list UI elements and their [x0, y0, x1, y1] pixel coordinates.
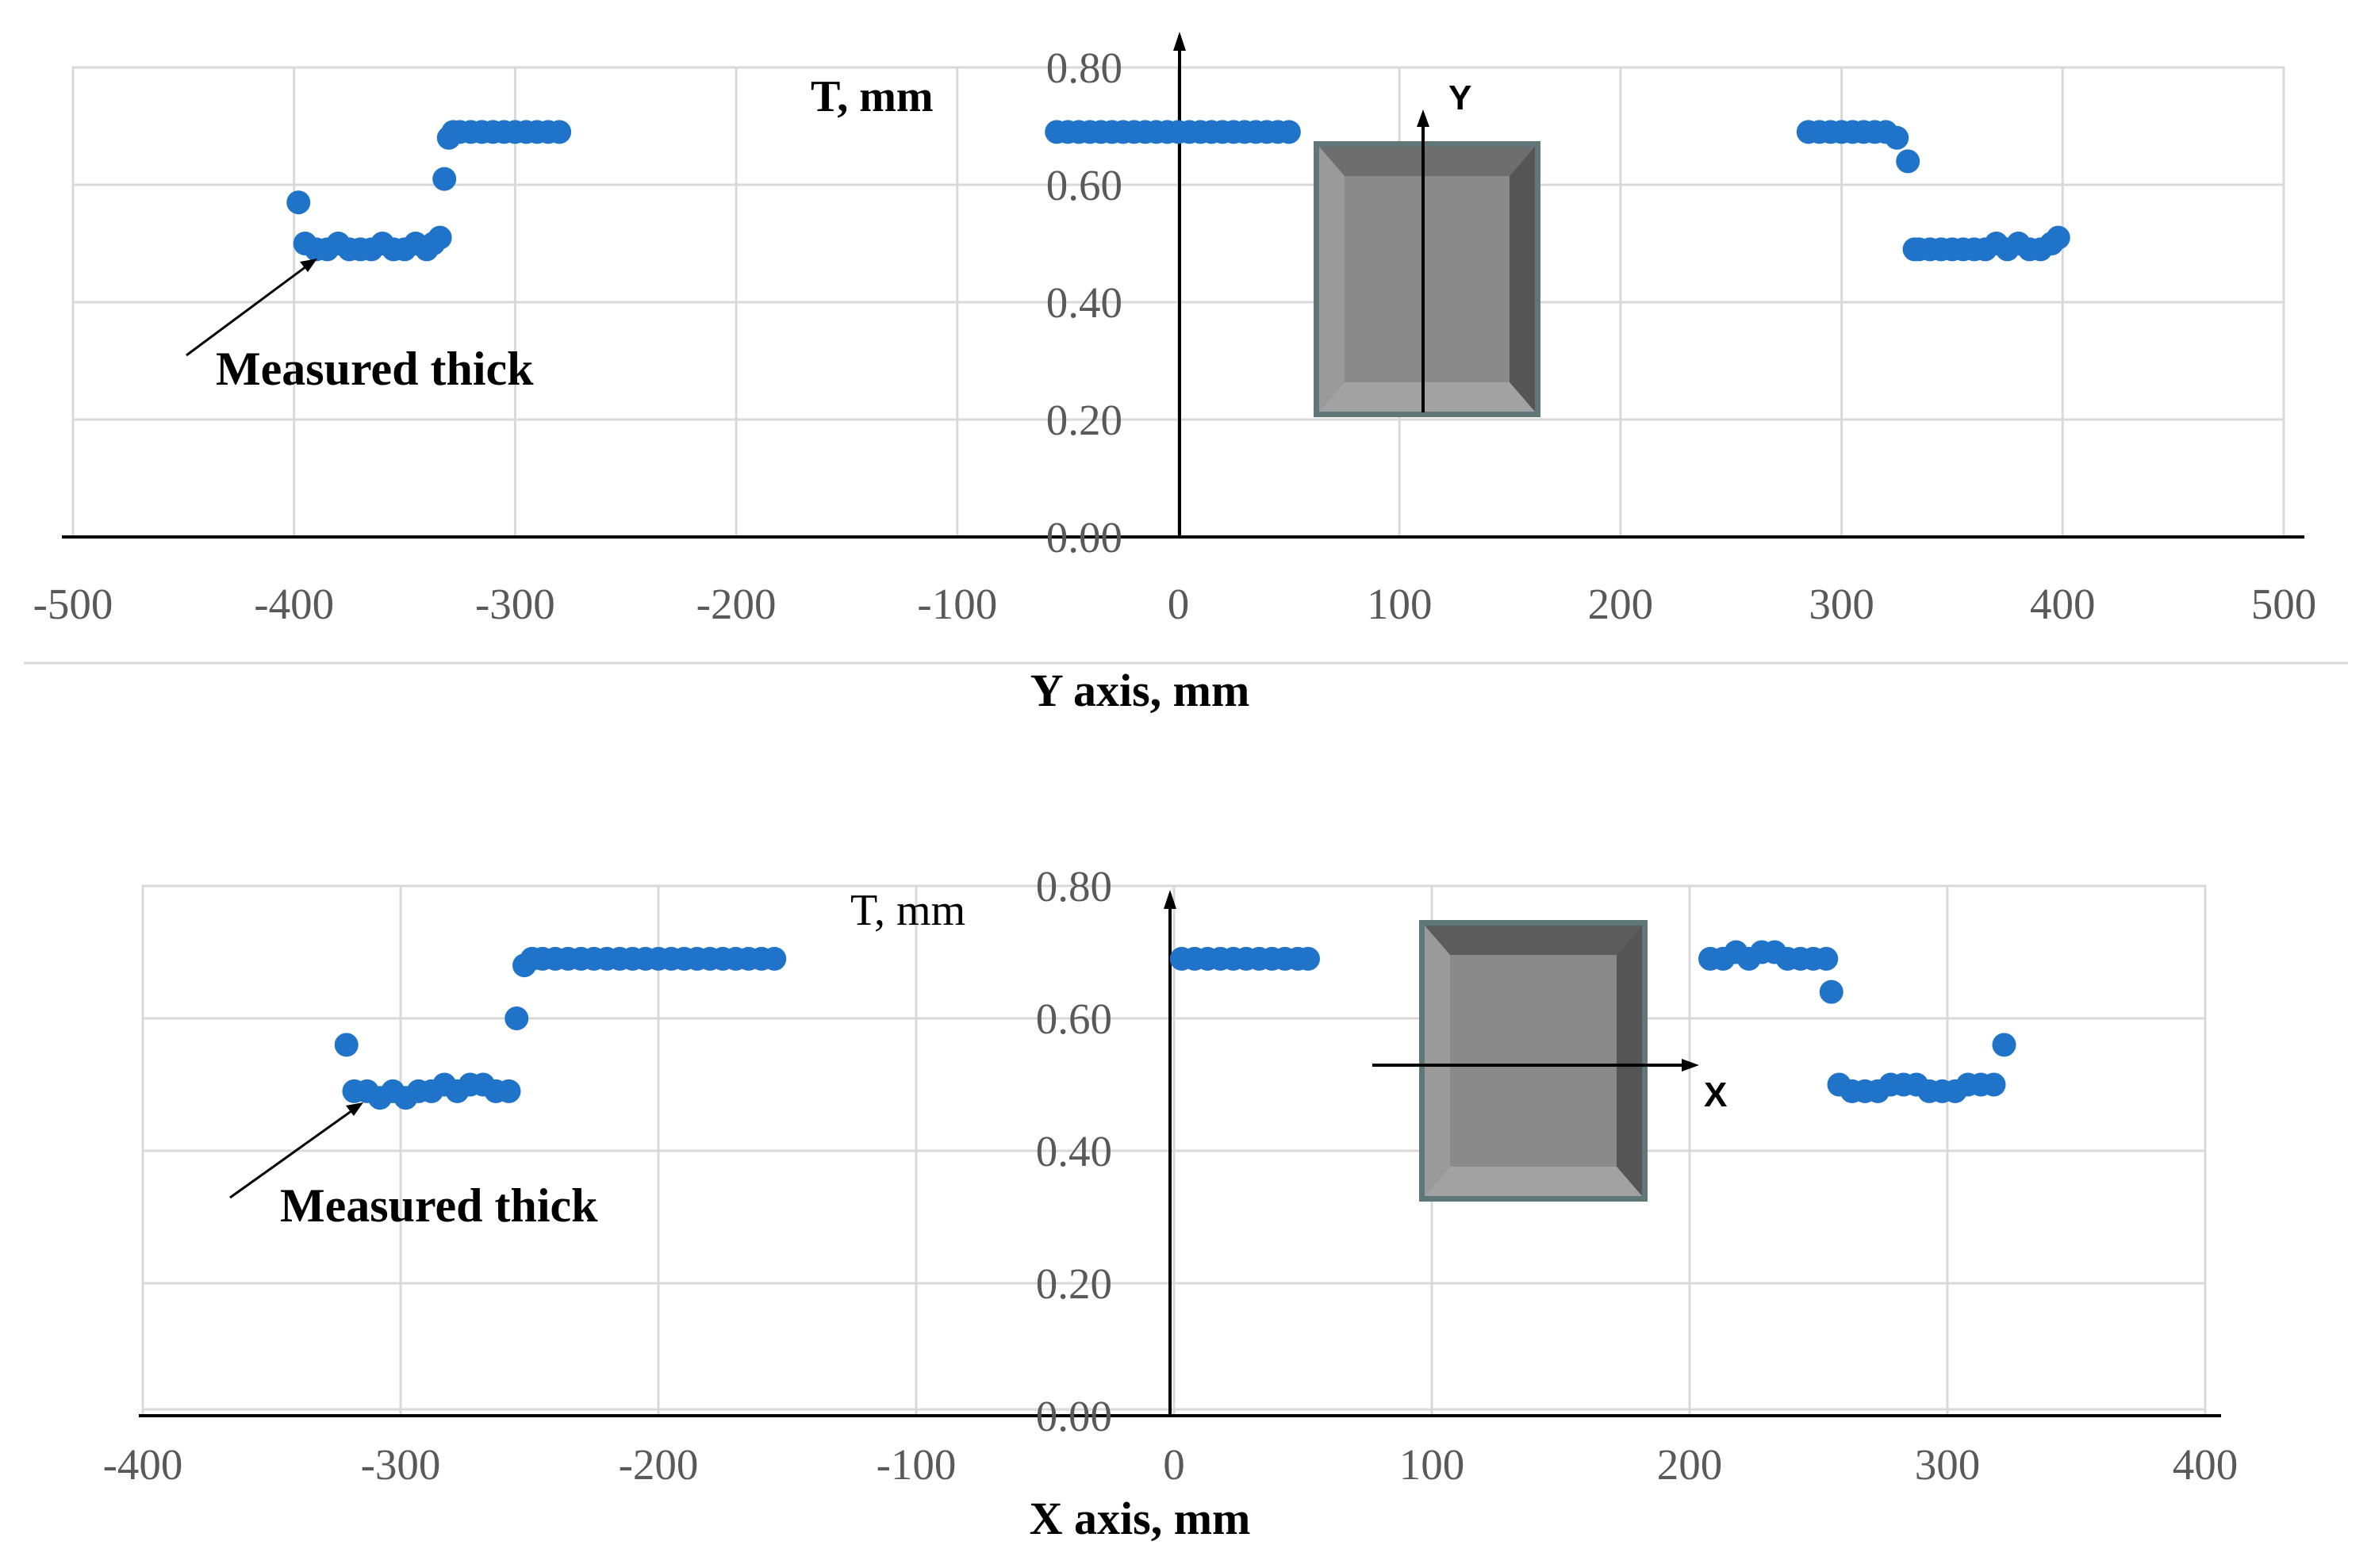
- data-point: [1296, 946, 1320, 971]
- y-tick-labels: 0.00 0.20 0.40 0.60 0.80: [1036, 862, 1112, 1440]
- x-tick-label: 200: [1588, 580, 1654, 628]
- y-tick-label: 0.80: [1046, 44, 1122, 92]
- x-tick-label: 400: [2173, 1440, 2239, 1489]
- y-tick-label: 0.00: [1036, 1392, 1112, 1440]
- x-tick-label: -100: [917, 580, 997, 628]
- x-tick-label: -100: [877, 1440, 957, 1489]
- plate-icon: [1419, 920, 1648, 1202]
- data-point: [1814, 946, 1839, 971]
- data-point: [1982, 1072, 2006, 1097]
- x-tick-label: -300: [475, 580, 555, 628]
- data-point: [334, 1033, 359, 1057]
- x-tick-label: 300: [1809, 580, 1874, 628]
- x-tick-label: -200: [696, 580, 777, 628]
- x-direction-arrowhead: [1682, 1059, 1699, 1072]
- y-tick-label: 0.60: [1046, 161, 1122, 209]
- y-direction-arrowhead: [1417, 109, 1429, 127]
- data-point: [2046, 225, 2070, 250]
- bottom-chart: -400 -300 -200 -100 0 100 200 300 400 0.000.200.…: [103, 862, 2239, 1544]
- data-point: [1819, 980, 1843, 1004]
- x-tick-label: 200: [1657, 1440, 1723, 1489]
- y-tick-label: 0.20: [1036, 1259, 1112, 1308]
- x-tick-label: -400: [254, 580, 334, 628]
- x-tick-labels: -500 -400 -300 -200 -100 0 100 200 300 400 500: [33, 580, 2317, 628]
- x-tick-label: 400: [2030, 580, 2096, 628]
- x-tick-label: 100: [1367, 580, 1433, 628]
- data-point: [1276, 120, 1301, 144]
- x-tick-label: -400: [103, 1440, 183, 1489]
- y-tick-label: 0.40: [1046, 278, 1122, 327]
- x-tick-label: 300: [1915, 1440, 1981, 1489]
- x-tick-label: 0: [1163, 1440, 1185, 1489]
- y-tick-label: 0.40: [1036, 1127, 1112, 1175]
- annotation-label: Measured thick: [280, 1179, 598, 1232]
- y-tick-label: 0.80: [1036, 862, 1112, 911]
- x-tick-label: 100: [1399, 1440, 1465, 1489]
- x-axis-title: X axis, mm: [1030, 1493, 1251, 1544]
- x-tick-label: -500: [33, 580, 113, 628]
- x-direction-label: X: [1704, 1075, 1727, 1114]
- y-axis-title: T, mm: [850, 886, 965, 935]
- annotation-arrowhead: [346, 1102, 363, 1116]
- data-point: [762, 946, 787, 971]
- top-chart: -500 -400 -300 -200 -100 0 100 200 300 400 500 0.0…: [24, 32, 2348, 716]
- y-tick-label: 0.60: [1036, 995, 1112, 1043]
- y-axis-arrowhead: [1173, 32, 1186, 51]
- plate-icon: [1314, 141, 1540, 417]
- y-direction-label: Y: [1448, 79, 1471, 117]
- y-tick-labels: 0.00 0.20 0.40 0.60 0.80: [1046, 44, 1122, 562]
- annotation-arrow: [229, 1107, 355, 1199]
- x-tick-label: 500: [2251, 580, 2317, 628]
- x-axis-title: Y axis, mm: [1030, 665, 1250, 716]
- gridlines: [71, 66, 2285, 539]
- annotation-arrowhead: [300, 259, 317, 272]
- data-point: [428, 225, 452, 250]
- data-point: [547, 120, 572, 144]
- annotation-arrow: [186, 263, 310, 357]
- data-point: [1992, 1033, 2016, 1057]
- y-tick-label: 0.20: [1046, 396, 1122, 444]
- data-point: [505, 1006, 529, 1030]
- data-point: [1885, 125, 1909, 150]
- data-points: [286, 120, 2070, 262]
- data-point: [432, 167, 457, 191]
- y-axis-title: T, mm: [811, 72, 934, 121]
- y-axis-arrowhead: [1164, 890, 1176, 909]
- data-point: [286, 190, 311, 215]
- data-points: [334, 940, 2016, 1110]
- data-point: [497, 1079, 521, 1103]
- annotation-label: Measured thick: [216, 343, 534, 395]
- x-tick-label: -300: [361, 1440, 441, 1489]
- x-tick-label: 0: [1168, 580, 1190, 628]
- x-tick-labels: -400 -300 -200 -100 0 100 200 300 400: [103, 1440, 2239, 1489]
- x-tick-label: -200: [619, 1440, 699, 1489]
- y-tick-label: 0.00: [1046, 513, 1122, 562]
- data-point: [1896, 149, 1920, 174]
